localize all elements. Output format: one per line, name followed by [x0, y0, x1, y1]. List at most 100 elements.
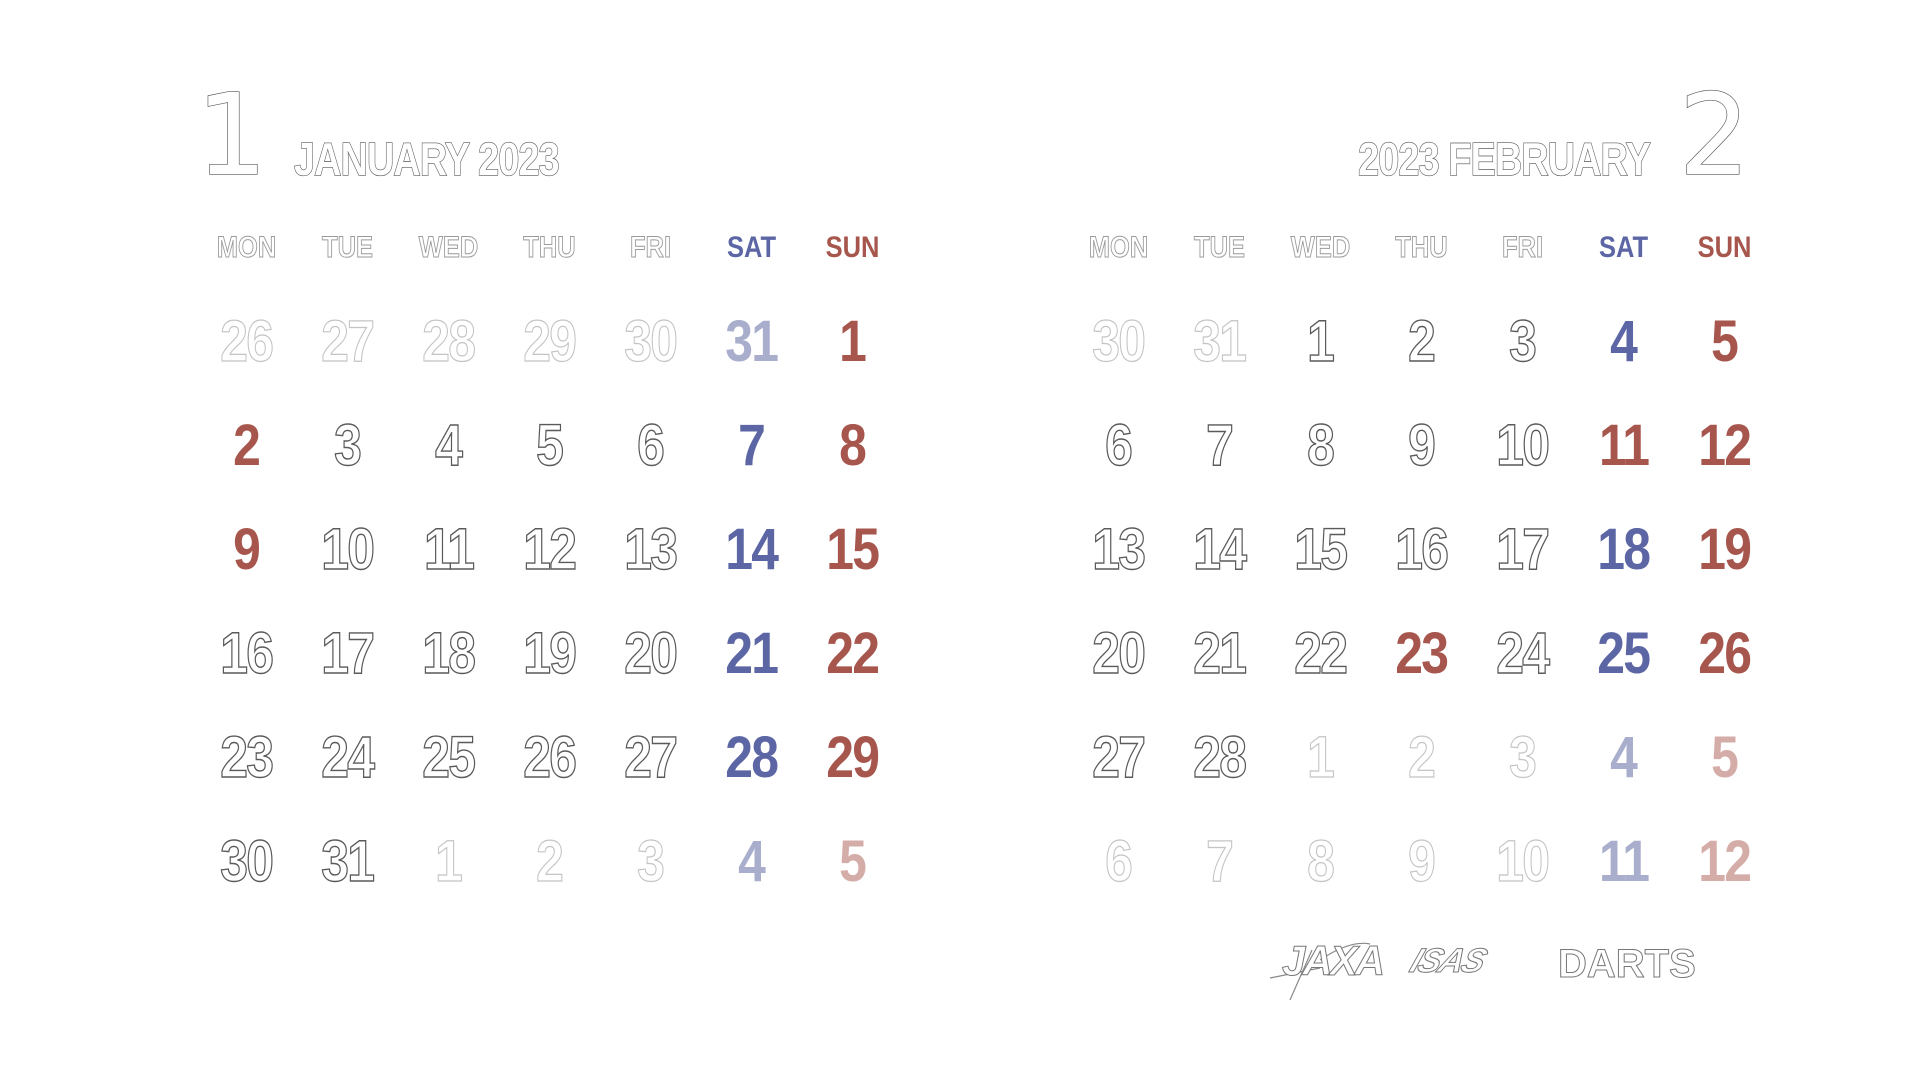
day-number: 12 [523, 517, 578, 582]
day-number: 27 [624, 725, 679, 790]
day-number: 18 [422, 621, 477, 686]
calendar-month-january: 1 JANUARY 2023 MON TUE WED THU FRI SAT SUN 26 2… [195, 79, 880, 914]
calendar-month-february: 2 2023 FEBRUARY MON TUE WED THU FRI SAT SUN 30… [1068, 79, 1752, 914]
day-number: 10 [1496, 829, 1551, 894]
day-number: 28 [422, 309, 477, 374]
day-cell: 11 [398, 498, 499, 602]
day-number: 23 [220, 725, 275, 790]
day-number: 21 [725, 621, 779, 686]
day-number: 2 [1408, 309, 1437, 374]
day-cell: 26 [499, 706, 600, 810]
day-number: 15 [826, 517, 880, 582]
day-cell: 16 [1371, 498, 1472, 602]
day-cell-adjacent-month: 3 [1472, 706, 1573, 810]
day-number: 29 [523, 309, 578, 374]
day-number: 19 [523, 621, 578, 686]
day-cell-adjacent-month: 26 [196, 290, 297, 394]
day-cell: 15 [1270, 498, 1371, 602]
footer-logos: JAXA ISAS DARTS [1262, 936, 1732, 1016]
day-cell: 25 [398, 706, 499, 810]
weekday-mon: MON [1088, 231, 1149, 265]
isas-logo: ISAS [1405, 942, 1491, 981]
weekday-sun: SUN [1697, 231, 1752, 264]
day-number: 4 [1610, 309, 1638, 374]
weekday-row: MON TUE WED THU FRI SAT SUN [1068, 228, 1751, 268]
day-cell: 27 [600, 706, 701, 810]
day-number: 25 [422, 725, 477, 790]
day-number: 10 [1496, 413, 1551, 478]
day-number: 10 [321, 517, 376, 582]
month-header: 1 JANUARY 2023 [195, 79, 876, 198]
day-number: 4 [435, 413, 464, 478]
day-number: 17 [321, 621, 376, 686]
day-cell: 1 [802, 290, 903, 394]
day-cell-adjacent-month: 12 [1674, 810, 1775, 914]
day-number: 14 [725, 517, 779, 582]
month-number: 2 [1678, 71, 1751, 201]
day-cell: 9 [196, 498, 297, 602]
day-cell: 18 [398, 602, 499, 706]
day-cell-adjacent-month: 27 [297, 290, 398, 394]
day-number: 30 [220, 829, 275, 894]
day-cell: 1 [1270, 290, 1371, 394]
weekday-wed: WED [418, 231, 479, 265]
day-number: 31 [1193, 309, 1248, 374]
day-cell: 4 [1573, 290, 1674, 394]
day-cell: 29 [802, 706, 903, 810]
day-number: 9 [1408, 413, 1437, 478]
day-cell-adjacent-month: 1 [1270, 706, 1371, 810]
day-cell-adjacent-month: 4 [701, 810, 802, 914]
day-cell: 21 [701, 602, 802, 706]
day-cell: 22 [1270, 602, 1371, 706]
day-number: 22 [826, 621, 880, 686]
day-cell-adjacent-month: 28 [398, 290, 499, 394]
day-cell-adjacent-month: 30 [600, 290, 701, 394]
weekday-mon: MON [216, 231, 277, 265]
day-number: 18 [1597, 517, 1651, 582]
day-cell: 31 [297, 810, 398, 914]
day-number: 27 [1092, 725, 1147, 790]
day-number: 21 [1193, 621, 1248, 686]
weekday-thu: THU [523, 231, 576, 265]
day-number: 6 [637, 413, 666, 478]
day-number: 8 [1307, 413, 1336, 478]
jaxa-logo: JAXA [1281, 937, 1385, 984]
day-cell: 7 [1169, 394, 1270, 498]
day-number: 2 [1408, 725, 1437, 790]
day-cell: 10 [1472, 394, 1573, 498]
weekday-fri: FRI [629, 231, 672, 265]
day-number: 11 [1598, 829, 1650, 894]
weekday-wed: WED [1290, 231, 1351, 265]
weekday-fri: FRI [1501, 231, 1544, 265]
month-title: JANUARY 2023 [293, 133, 560, 185]
day-cell: 20 [600, 602, 701, 706]
day-number: 5 [536, 413, 565, 478]
day-cell-adjacent-month: 6 [1068, 810, 1169, 914]
day-number: 7 [1206, 829, 1235, 894]
jaxa-swoosh-icon [1269, 942, 1371, 1000]
day-cell: 8 [1270, 394, 1371, 498]
day-number: 5 [1711, 725, 1739, 790]
day-cell: 17 [1472, 498, 1573, 602]
day-number: 11 [1598, 413, 1650, 478]
day-cell: 21 [1169, 602, 1270, 706]
day-cell: 26 [1674, 602, 1775, 706]
day-cell-adjacent-month: 1 [398, 810, 499, 914]
day-cell-adjacent-month: 30 [1068, 290, 1169, 394]
day-cell: 3 [297, 394, 398, 498]
day-number: 2 [233, 413, 261, 478]
day-number: 20 [624, 621, 679, 686]
day-cell: 5 [499, 394, 600, 498]
day-cell: 20 [1068, 602, 1169, 706]
day-number: 11 [423, 517, 475, 582]
day-cell-adjacent-month: 2 [1371, 706, 1472, 810]
day-number: 3 [1509, 309, 1538, 374]
day-grid: 26 27 28 29 30 31 1 2 3 4 5 6 7 8 9 10 11 12 13 14 15 16 17 18 1… [196, 290, 880, 914]
day-cell-adjacent-month: 9 [1371, 810, 1472, 914]
day-cell: 4 [398, 394, 499, 498]
day-number: 12 [1698, 829, 1752, 894]
day-number: 4 [1610, 725, 1638, 790]
day-cell: 12 [1674, 394, 1775, 498]
day-cell: 9 [1371, 394, 1472, 498]
day-number: 1 [1307, 309, 1336, 374]
